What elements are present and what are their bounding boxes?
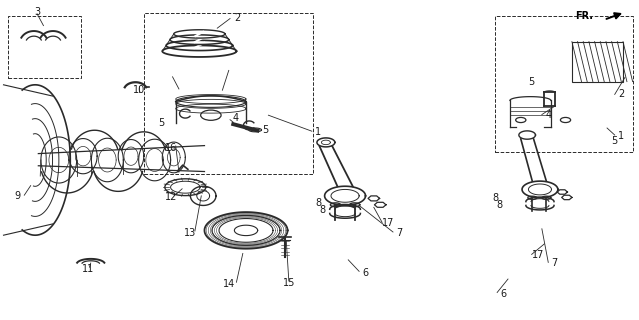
Text: 5: 5 xyxy=(528,76,535,87)
Text: 7: 7 xyxy=(396,228,403,238)
Text: 6: 6 xyxy=(500,289,507,299)
Text: 4: 4 xyxy=(545,109,551,120)
Text: 16: 16 xyxy=(165,143,178,153)
Text: 17: 17 xyxy=(532,250,544,260)
Bar xyxy=(572,42,623,82)
Text: 10: 10 xyxy=(133,85,146,95)
Bar xyxy=(8,16,81,78)
Text: 13: 13 xyxy=(184,228,197,238)
Text: 5: 5 xyxy=(612,136,618,146)
Text: 8: 8 xyxy=(315,198,321,208)
Text: 7: 7 xyxy=(551,258,558,268)
Bar xyxy=(144,13,313,174)
Text: 14: 14 xyxy=(222,279,235,289)
Text: 1: 1 xyxy=(315,127,321,137)
Text: 2: 2 xyxy=(235,12,241,23)
Text: 5: 5 xyxy=(158,117,164,128)
Text: 4: 4 xyxy=(232,113,238,124)
Text: 8: 8 xyxy=(320,204,326,215)
Text: 2: 2 xyxy=(618,89,624,100)
Text: 12: 12 xyxy=(165,192,178,202)
Text: 6: 6 xyxy=(362,268,369,278)
Text: 17: 17 xyxy=(382,218,395,228)
Text: 5: 5 xyxy=(262,124,268,135)
Text: 15: 15 xyxy=(282,278,295,288)
Text: 11: 11 xyxy=(82,264,95,275)
Text: 8: 8 xyxy=(497,200,503,210)
Text: 3: 3 xyxy=(34,7,40,17)
Bar xyxy=(495,16,633,152)
Text: 9: 9 xyxy=(15,191,21,201)
Text: FR.: FR. xyxy=(575,11,593,21)
Text: 8: 8 xyxy=(492,193,498,204)
Text: 1: 1 xyxy=(618,131,624,141)
